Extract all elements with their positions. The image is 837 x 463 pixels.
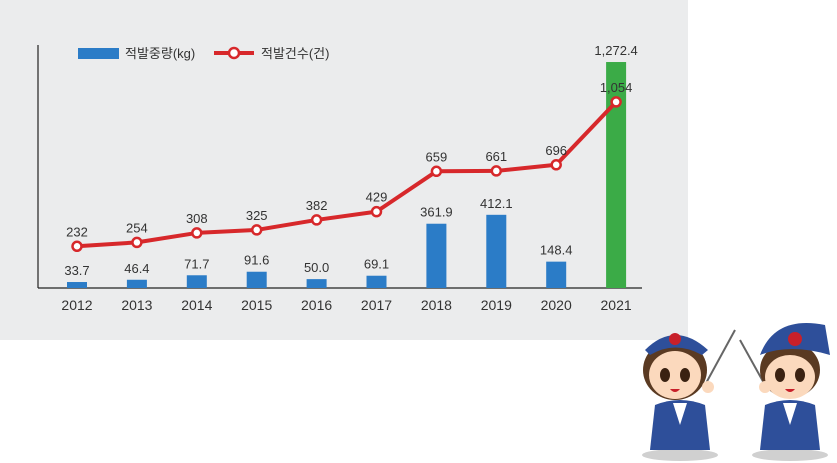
line-label-2020: 696	[545, 143, 567, 158]
bar-2012	[67, 282, 87, 288]
x-tick-2020: 2020	[541, 297, 572, 313]
line-point-2018	[430, 165, 443, 178]
mascot-illustration	[642, 323, 830, 461]
line-point-2021	[610, 96, 622, 108]
bar-label-2017: 69.1	[364, 257, 389, 272]
bar-2019	[486, 214, 507, 288]
x-tick-2019: 2019	[481, 297, 512, 313]
line-point-2013	[131, 236, 143, 249]
line-point-2020	[550, 159, 562, 171]
bar-2017	[366, 275, 387, 288]
bar-label-2019: 412.1	[480, 196, 513, 211]
bar-label-2018: 361.9	[420, 205, 453, 220]
bar-label-2020: 148.4	[540, 243, 573, 258]
line-series	[76, 100, 618, 249]
x-tick-2021: 2021	[601, 297, 632, 313]
x-tick-2017: 2017	[361, 297, 392, 313]
x-tick-2018: 2018	[421, 297, 452, 313]
legend-line-marker	[227, 46, 241, 60]
bar-2021	[606, 62, 627, 288]
boy-mascot	[739, 323, 830, 461]
x-tick-2015: 2015	[241, 297, 272, 313]
line-point-2017	[370, 205, 383, 218]
legend-line-label: 적발건수(건)	[261, 46, 329, 61]
line-point-2015	[250, 224, 263, 236]
bar-2015	[246, 271, 267, 288]
bar-2020	[546, 261, 567, 288]
line-label-2013: 254	[126, 220, 148, 235]
x-tick-2014: 2014	[181, 297, 212, 313]
bar-2014	[186, 275, 207, 288]
line-label-2017: 429	[366, 190, 388, 205]
girl-mascot	[642, 329, 736, 461]
bar-label-2012: 33.7	[64, 263, 89, 278]
bar-2016	[306, 279, 327, 288]
line-label-2019: 661	[485, 149, 507, 164]
line-label-2021: 1,054	[600, 80, 633, 95]
line-label-2016: 382	[306, 198, 328, 213]
bar-label-2021: 1,272.4	[594, 43, 637, 58]
bar-label-2015: 91.6	[244, 253, 269, 268]
bar-label-2013: 46.4	[124, 261, 149, 276]
legend-bar-label: 적발중량(kg)	[125, 46, 195, 61]
bar-label-2014: 71.7	[184, 256, 209, 271]
line-label-2012: 232	[66, 224, 88, 239]
x-tick-2013: 2013	[121, 297, 152, 313]
bar-2018	[426, 223, 447, 288]
bar-2013	[126, 279, 147, 288]
chart-panel: 33.7 2012 46.4 2013 71.7 2014 91.6 2015 50.0 2016…	[0, 0, 688, 340]
chart: 33.7 2012 46.4 2013 71.7 2014 91.6 2015 50.0 2016…	[37, 43, 642, 313]
line-point-2014	[191, 227, 203, 239]
line-point-2016	[310, 214, 323, 226]
line-point-2012	[71, 240, 83, 253]
x-tick-2012: 2012	[61, 297, 92, 313]
line-label-2018: 659	[426, 149, 448, 164]
legend-bar-swatch	[78, 48, 119, 59]
line-point-2019	[490, 165, 503, 177]
line-label-2014: 308	[186, 211, 208, 226]
line-label-2015: 325	[246, 208, 268, 223]
x-tick-2016: 2016	[301, 297, 332, 313]
bar-label-2016: 50.0	[304, 260, 329, 275]
